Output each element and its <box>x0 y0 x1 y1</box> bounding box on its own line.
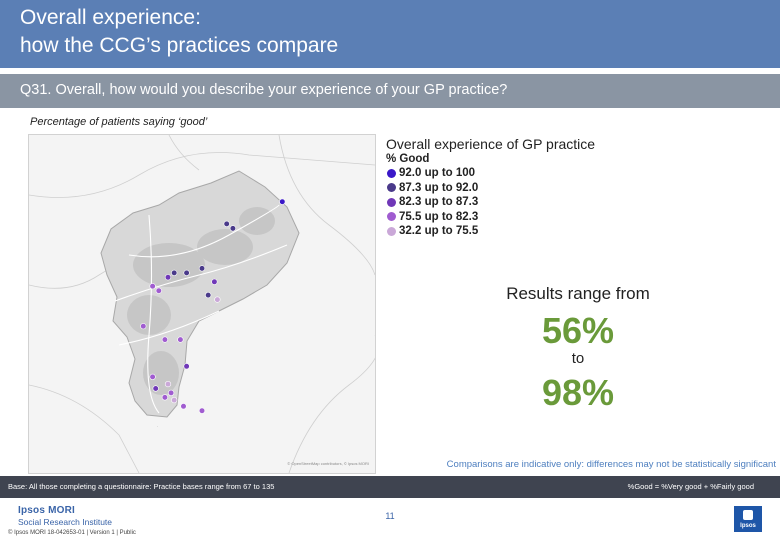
practice-marker <box>171 397 178 404</box>
practice-marker <box>198 407 206 414</box>
practice-marker <box>164 381 172 388</box>
results-range-high: 98% <box>541 372 615 413</box>
ipsos-box-logo-text: Ipsos <box>740 523 756 529</box>
practice-marker <box>223 220 230 227</box>
legend-title: Overall experience of GP practice <box>386 136 596 152</box>
footer: Ipsos MORI Social Research Institute © I… <box>0 498 780 540</box>
page-number: 11 <box>385 511 395 521</box>
legend-item: 32.2 up to 75.5 <box>386 224 595 239</box>
practice-marker <box>183 269 190 276</box>
question-bar: Q31. Overall, how would you describe you… <box>0 74 780 108</box>
practice-marker <box>164 274 172 281</box>
results-range-to: to <box>571 350 585 367</box>
legend-dot-icon <box>387 226 396 236</box>
practice-marker <box>214 296 221 303</box>
practice-marker <box>155 287 162 294</box>
practice-marker <box>171 269 178 276</box>
results-range-low: 56% <box>541 310 615 351</box>
practice-marker <box>161 336 168 343</box>
legend-item: 82.3 up to 87.3 <box>386 195 595 210</box>
ipsos-mori-logo-subtitle: Social Research Institute <box>18 517 113 527</box>
practice-marker <box>168 389 175 396</box>
ipsos-logo-icon <box>743 510 753 520</box>
practice-marker <box>279 198 286 205</box>
legend-dot-icon <box>387 212 396 222</box>
base-text: Base: All those completing a questionnai… <box>8 482 275 491</box>
practice-marker <box>211 278 218 285</box>
map-subtitle: Percentage of patients saying ‘good’ <box>30 116 208 128</box>
practice-marker <box>183 363 190 370</box>
base-bar: Base: All those completing a questionnai… <box>0 476 780 498</box>
map-canvas: . <box>29 135 375 473</box>
legend-item: 92.0 up to 100 <box>386 166 595 181</box>
legend-dot-icon <box>387 168 396 178</box>
page-title: Overall experience: how the CCG’s practi… <box>20 4 338 60</box>
results-range-label: Results range from <box>506 284 650 303</box>
surrounding-boundaries <box>29 135 375 473</box>
legend-item-label: 92.0 up to 100 <box>399 167 476 180</box>
legend-subtitle: % Good <box>386 153 430 165</box>
legend-item-label: 82.3 up to 87.3 <box>399 196 479 209</box>
legend-dot-icon <box>387 197 396 207</box>
ipsos-mori-logo: Ipsos MORI <box>18 505 76 516</box>
practice-marker <box>180 403 187 410</box>
page-title-line-1: Overall experience: <box>20 6 201 29</box>
header-bar: Overall experience: how the CCG’s practi… <box>0 0 780 68</box>
map-legend: Overall experience of GP practice % Good… <box>386 136 595 239</box>
practice-marker <box>149 283 156 290</box>
practice-marker <box>205 292 212 299</box>
question-text: Q31. Overall, how would you describe you… <box>20 82 508 98</box>
practice-marker <box>198 265 206 272</box>
map-credit: © OpenStreetMap contributors, © Ipsos MO… <box>287 461 369 466</box>
legend-item-label: 32.2 up to 75.5 <box>399 225 479 238</box>
good-definition: %Good = %Very good + %Fairly good <box>627 482 754 491</box>
roads <box>114 204 288 414</box>
practice-marker <box>177 336 184 343</box>
legend-item: 75.5 up to 82.3 <box>386 210 595 225</box>
practice-marker <box>229 225 236 232</box>
page-title-line-2: how the CCG’s practices compare <box>20 34 339 57</box>
legend-item-label: 75.5 up to 82.3 <box>399 210 479 223</box>
practice-marker <box>140 323 147 330</box>
legend-item: 87.3 up to 92.0 <box>386 181 595 196</box>
legend-dot-icon <box>387 183 396 193</box>
practice-markers <box>140 198 286 414</box>
practice-marker <box>149 373 156 380</box>
svg-text:.: . <box>157 423 158 429</box>
practice-marker <box>152 385 159 392</box>
practice-map: . © OpenStreetMap contributors, © Ipsos … <box>28 134 376 474</box>
practice-marker <box>161 394 168 401</box>
ipsos-box-logo: Ipsos <box>734 506 762 532</box>
legend-item-label: 87.3 up to 92.0 <box>399 181 479 194</box>
footer-copyright: © Ipsos MORI 18-042653-01 | Version 1 | … <box>8 530 136 536</box>
ccg-boundary <box>100 170 300 418</box>
comparisons-note: Comparisons are indicative only: differe… <box>446 459 776 470</box>
